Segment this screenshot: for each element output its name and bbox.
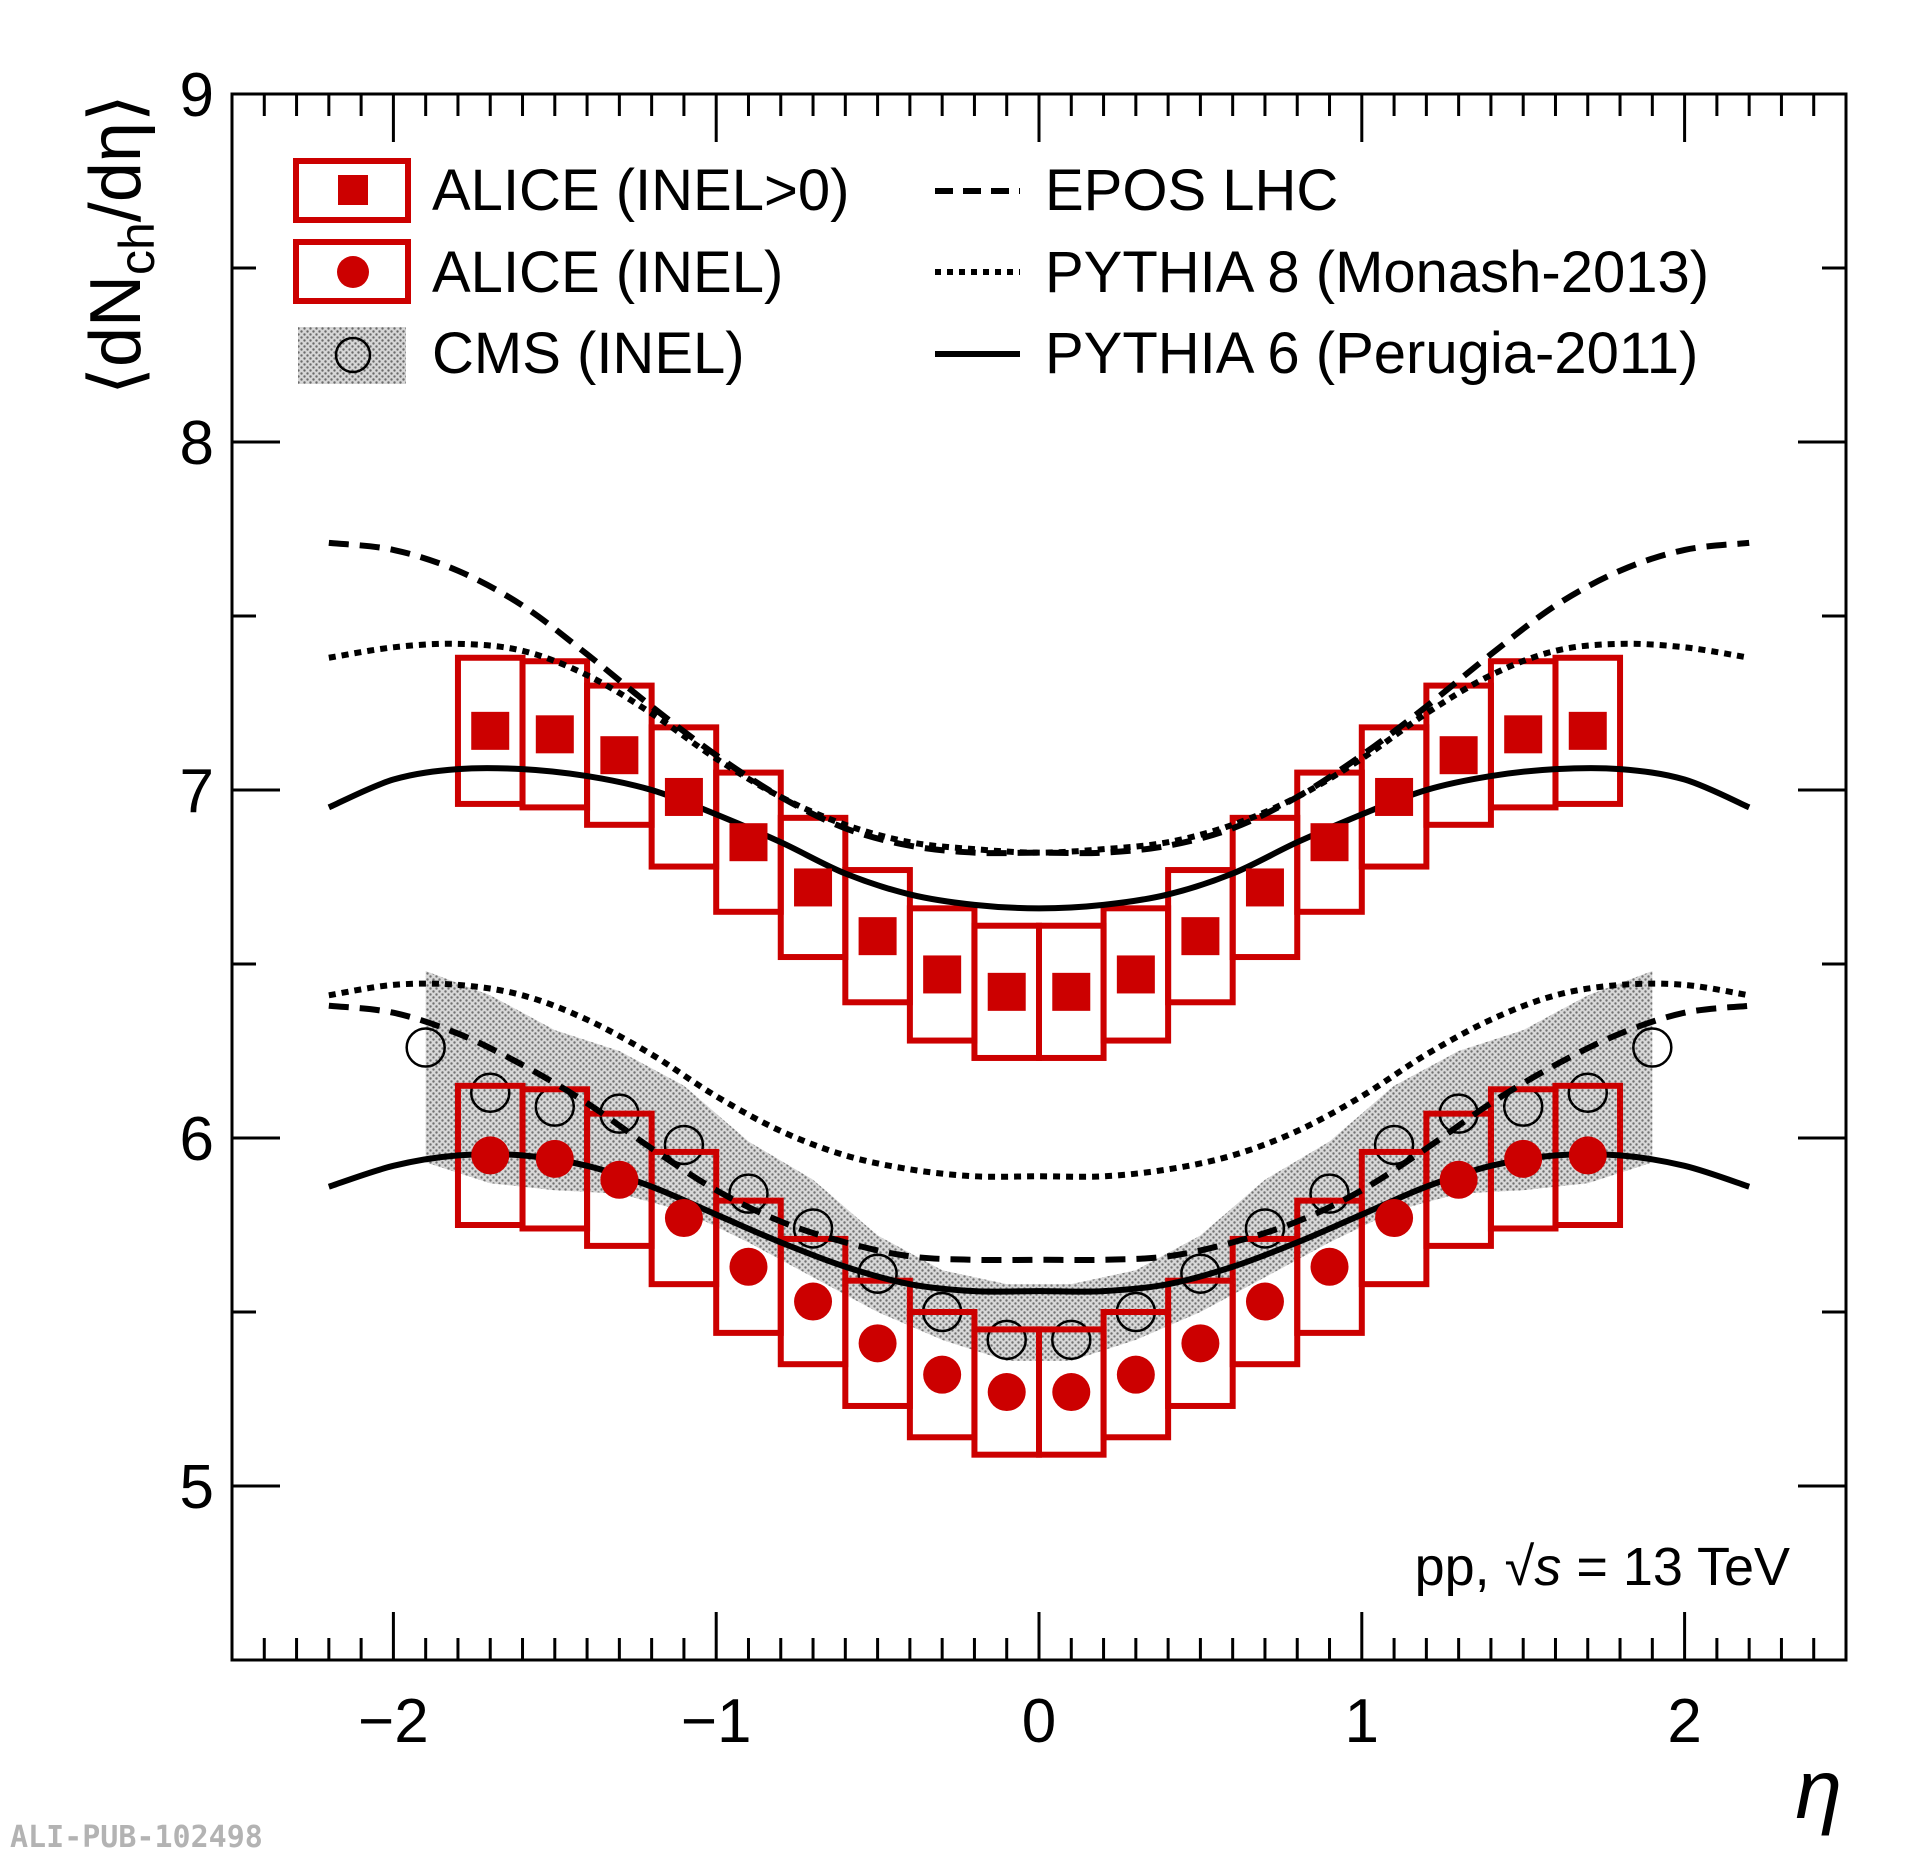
- alice-inel-gt0-point: [1116, 955, 1155, 994]
- y-tick-label: 6: [180, 1105, 214, 1174]
- alice-inel-point: [535, 1139, 574, 1178]
- alice-inel-point: [1504, 1139, 1543, 1178]
- cms-point: [792, 1208, 834, 1249]
- alice-inel-gt0-point: [1245, 868, 1284, 907]
- alice-inel-gt0-point: [794, 868, 833, 907]
- y-tick-label: 5: [180, 1453, 214, 1522]
- alice-inel-gt0-point: [858, 917, 897, 956]
- y-tick-label: 7: [180, 757, 214, 826]
- cms-point: [1244, 1208, 1286, 1249]
- legend-marker-alice-inel-gt0: [293, 158, 411, 223]
- model-curve-pythia-8-inel-0: [328, 640, 1750, 856]
- x-tick-label: 0: [1022, 1687, 1056, 1756]
- annotation-suffix: = 13 TeV: [1561, 1537, 1790, 1597]
- y-tick-label: 8: [180, 409, 214, 478]
- y-tick-label: 9: [180, 61, 214, 130]
- y-axis-title: ⟨dNch/dη⟩: [76, 94, 165, 395]
- axis-ticks: −2 −1 0 1 2 5 6 7 8 9: [180, 61, 1848, 1756]
- alice-inel-point: [1052, 1373, 1091, 1412]
- y-axis-title-sub: ch: [109, 222, 165, 275]
- alice-inel-point: [600, 1160, 639, 1199]
- model-curve-pythia-8-inel: [328, 980, 1750, 1180]
- alice-inel-point: [1568, 1136, 1607, 1175]
- alice-inel-point: [664, 1199, 703, 1238]
- legend-label-cms-inel: CMS (INEL): [432, 321, 745, 386]
- alice-points-layer: [471, 711, 1607, 1412]
- alice-inel-gt0-point: [1310, 823, 1349, 862]
- alice-inel-point: [923, 1355, 962, 1394]
- legend-label-pythia8: PYTHIA 8 (Monash-2013): [1045, 240, 1709, 305]
- alice-inel-gt0-point: [1375, 777, 1414, 816]
- cms-point: [1051, 1319, 1092, 1361]
- legend-label-epos: EPOS LHC: [1045, 158, 1338, 223]
- alice-inel-gt0-point: [1504, 715, 1543, 754]
- alice-inel-gt0-point: [1439, 736, 1478, 775]
- model-curve-epos-lhc-inel: [328, 1002, 1750, 1264]
- alice-inel-point: [794, 1282, 833, 1321]
- alice-inel-gt0-point: [535, 715, 574, 754]
- y-axis-title-main: ⟨dN: [76, 275, 156, 395]
- y-axis-title-end: /dη⟩: [76, 94, 156, 222]
- alice-inel-gt0-point: [923, 955, 962, 994]
- alice-inel-point: [1181, 1324, 1220, 1363]
- watermark: ALI-PUB-102498: [10, 1820, 263, 1855]
- alice-inel-point: [1310, 1247, 1349, 1286]
- annotation-variable: s: [1534, 1537, 1561, 1597]
- legend-label-alice-inel: ALICE (INEL): [432, 240, 783, 305]
- cms-point: [1632, 1027, 1673, 1068]
- x-tick-label: 2: [1667, 1687, 1701, 1756]
- alice-inel-point: [1116, 1355, 1155, 1394]
- alice-inel-gt0-point: [987, 972, 1026, 1011]
- alice-inel-point: [1375, 1199, 1414, 1238]
- model-curve-epos-lhc-inel-0: [328, 539, 1750, 857]
- alice-inel-point: [987, 1373, 1026, 1412]
- alice-inel-gt0-point: [729, 823, 768, 862]
- alice-inel-gt0-point: [664, 777, 703, 816]
- alice-inel-point: [1439, 1160, 1478, 1199]
- cms-point: [405, 1027, 446, 1068]
- cms-point: [1567, 1072, 1609, 1114]
- legend-label-pythia6: PYTHIA 6 (Perugia-2011): [1045, 321, 1698, 386]
- alice-inel-gt0-point: [471, 711, 510, 750]
- cms-sys-band: [425, 970, 1653, 1361]
- sqrt-symbol: √: [1505, 1537, 1535, 1597]
- alice-inel-gt0-sys-box: [1552, 654, 1624, 807]
- cms-point: [663, 1124, 705, 1166]
- alice-inel-point: [471, 1136, 510, 1175]
- x-tick-label: 1: [1345, 1687, 1379, 1756]
- x-axis-title: η: [1795, 1742, 1842, 1836]
- model-curve-pythia-6-inel-0: [327, 765, 1751, 912]
- x-tick-label: −1: [681, 1687, 752, 1756]
- legend: ALICE (INEL>0) ALICE (INEL) CMS (INEL) E…: [293, 158, 1709, 386]
- legend-marker-cms-inel: [298, 327, 406, 384]
- energy-annotation: pp, √s = 13 TeV: [1415, 1537, 1790, 1597]
- cms-point: [469, 1072, 511, 1114]
- alice-inel-gt0-point: [1568, 711, 1607, 750]
- alice-sys-boxes-layer: [454, 654, 1624, 1458]
- alice-inel-point: [1245, 1282, 1284, 1321]
- alice-inel-gt0-point: [1052, 972, 1091, 1011]
- alice-inel-point: [729, 1247, 768, 1286]
- alice-inel-gt0-point: [1181, 917, 1220, 956]
- annotation-prefix: pp,: [1415, 1537, 1505, 1597]
- cms-point: [1373, 1124, 1415, 1166]
- alice-inel-point: [858, 1324, 897, 1363]
- legend-label-alice-inel-gt0: ALICE (INEL>0): [432, 158, 849, 223]
- legend-marker-alice-inel: [293, 239, 411, 304]
- cms-point: [986, 1319, 1027, 1361]
- x-tick-label: −2: [358, 1687, 429, 1756]
- cms-point: [728, 1173, 769, 1214]
- cms-band-layer: [425, 970, 1653, 1361]
- cms-point: [1309, 1173, 1350, 1214]
- alice-inel-gt0-point: [600, 736, 639, 775]
